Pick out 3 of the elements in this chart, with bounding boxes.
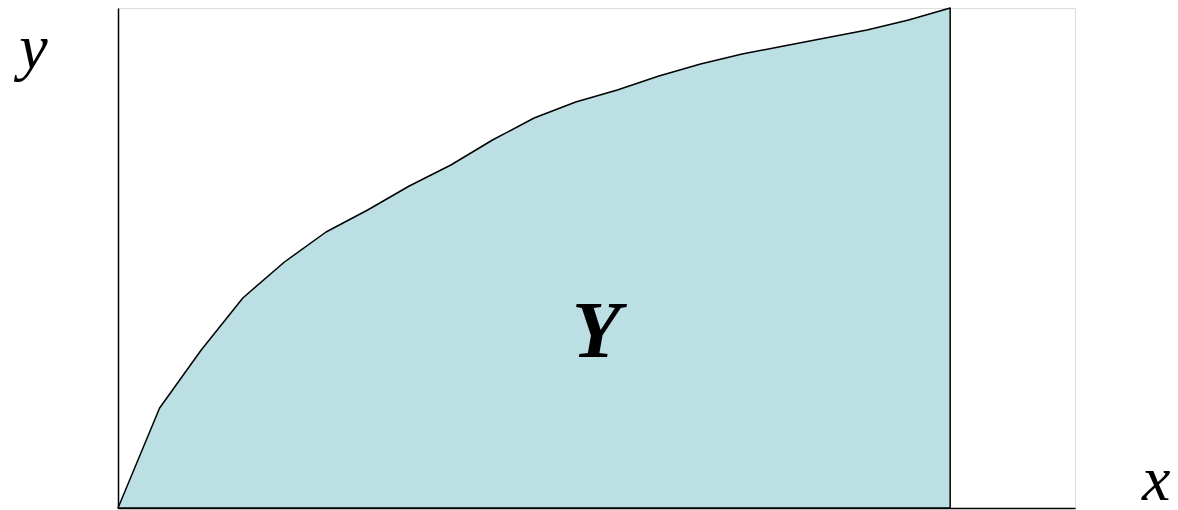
y-axis-title: y xyxy=(13,10,49,82)
x-axis-title: x xyxy=(1141,442,1171,510)
annotation: Y xyxy=(572,286,628,374)
